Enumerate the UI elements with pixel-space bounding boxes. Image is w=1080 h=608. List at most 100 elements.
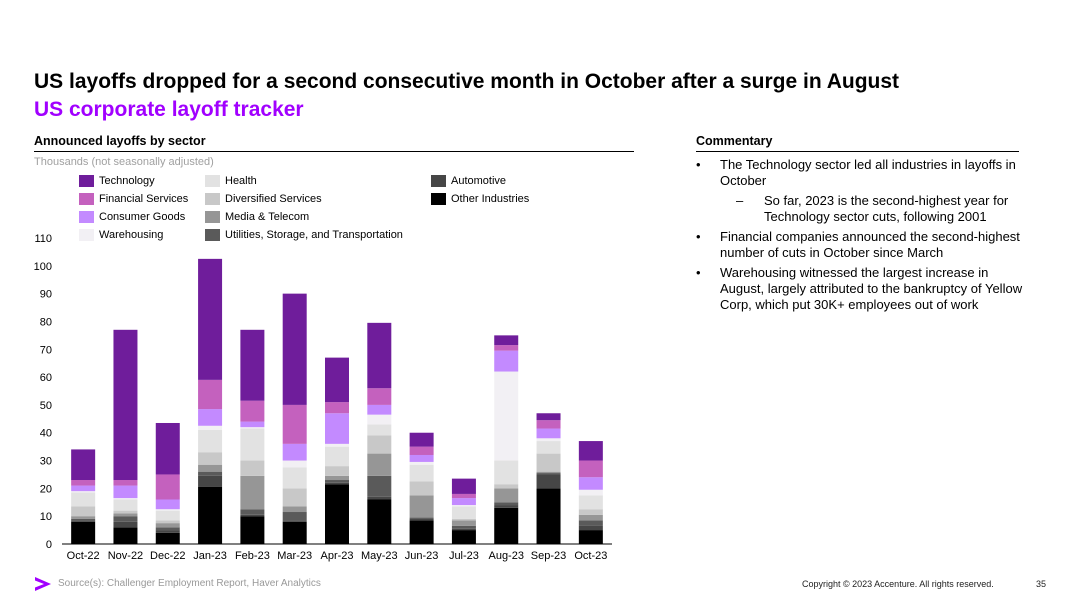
bar-segment (451, 506, 476, 519)
bar-segment (325, 475, 349, 481)
bar-segment (494, 488, 519, 503)
bar-segment (578, 509, 603, 515)
bar-segment (282, 506, 307, 513)
y-tick-label: 70 (40, 344, 52, 356)
legend-label: Financial Services (99, 193, 189, 205)
commentary-list: The Technology sector led all industries… (696, 157, 1026, 317)
bar-segment (71, 521, 96, 544)
bar-segment (113, 513, 138, 517)
page-number: 35 (1036, 579, 1047, 589)
bar-segment (155, 474, 180, 500)
bar-segment (409, 518, 434, 521)
bar-segment (71, 491, 96, 493)
legend-swatch (205, 175, 220, 187)
bar-segment (113, 485, 138, 499)
x-tick-label: Oct-23 (574, 550, 607, 562)
legend-label: Other Industries (451, 193, 530, 205)
legend-swatch (431, 193, 446, 205)
bar-segment (113, 527, 138, 544)
commentary-sub-bullet: So far, 2023 is the second-highest year … (696, 193, 1026, 225)
legend-item: Other Industries (431, 193, 529, 205)
bar-segment (367, 404, 392, 415)
bar-segment (451, 493, 476, 499)
legend-item: Health (205, 175, 257, 187)
chart-legend: Technology Financial Services Consumer Goo… (79, 175, 619, 247)
bar-segment (578, 530, 603, 544)
bar-segment (71, 516, 96, 519)
bar-segment (325, 480, 349, 483)
bar-segment (240, 475, 265, 510)
bar-segment (198, 425, 223, 430)
bar-segment (113, 516, 138, 522)
bar-segment (282, 521, 307, 544)
bar-segment (536, 441, 561, 454)
bar-segment (578, 514, 603, 521)
bar-segment (198, 475, 223, 487)
legend-item: Technology (79, 175, 155, 187)
bar-segment (113, 329, 138, 481)
bar-segment (409, 454, 434, 462)
bar-segment (198, 379, 223, 410)
stacked-bar-chart: 0 10 20 30 40 50 60 70 80 90 100 110 Oct-22 Nov-22 Dec… (34, 233, 612, 562)
bar-segment (451, 530, 476, 544)
bar-segment (494, 335, 519, 346)
bar-segment (578, 477, 603, 490)
y-tick-label: 50 (40, 400, 52, 412)
bar-segment (578, 495, 603, 510)
bar-segment (536, 474, 561, 489)
accenture-greater-than-icon (35, 577, 51, 591)
legend-item: Diversified Services (205, 193, 322, 205)
bar-segment (71, 506, 96, 517)
legend-swatch (205, 229, 220, 241)
bar-segment (198, 409, 223, 426)
commentary-heading: Commentary (696, 134, 1019, 152)
legend-label: Automotive (451, 175, 507, 187)
bar-segment (367, 453, 392, 476)
bar-segment (155, 523, 180, 528)
y-tick-label: 30 (40, 456, 52, 468)
bar-segment (113, 498, 138, 500)
bar-segment (536, 420, 561, 429)
bar-segment (240, 460, 265, 476)
x-tick-label: Aug-23 (488, 550, 523, 562)
chart-heading: Announced layoffs by sector (34, 134, 634, 152)
bar-segment (71, 492, 96, 507)
bar-segment (451, 498, 476, 506)
legend-item: Consumer Goods (79, 211, 185, 223)
bar-segment (113, 499, 138, 511)
copyright: Copyright © 2023 Accenture. All rights r… (802, 579, 994, 589)
legend-swatch (79, 211, 94, 223)
bar-segment (155, 530, 180, 533)
bar-segment (325, 443, 349, 447)
bar-segment (240, 329, 265, 401)
bar-segment (367, 388, 392, 405)
bar-segment (325, 466, 349, 476)
bar-segment (240, 421, 265, 428)
bar-segment (536, 473, 561, 475)
bar-segment (325, 482, 349, 485)
commentary-bullet: Financial companies announced the second… (696, 229, 1026, 261)
chart-units-label: Thousands (not seasonally adjusted) (34, 156, 214, 168)
bar-segment (198, 464, 223, 472)
bar-segment (367, 414, 392, 425)
bar-segment (155, 510, 180, 521)
bar-segment (240, 509, 265, 515)
bar-segment (155, 509, 180, 511)
bar-segment (198, 258, 223, 380)
bar-segment (409, 461, 434, 465)
bar-segment (198, 429, 223, 453)
bar-segment (240, 427, 265, 429)
bar-segment (367, 435, 392, 454)
commentary-bullet: The Technology sector led all industries… (696, 157, 1026, 189)
y-tick-label: 10 (40, 511, 52, 523)
bar-segment (71, 518, 96, 521)
bar-segment (71, 449, 96, 481)
bar-segment (451, 528, 476, 531)
x-tick-label: Feb-23 (235, 550, 270, 562)
legend-label: Consumer Goods (99, 211, 186, 223)
x-tick-label: Nov-22 (108, 550, 143, 562)
bar-segment (536, 428, 561, 439)
bar-segment (451, 505, 476, 507)
bar-segment (451, 525, 476, 529)
bar-segment (409, 520, 434, 544)
